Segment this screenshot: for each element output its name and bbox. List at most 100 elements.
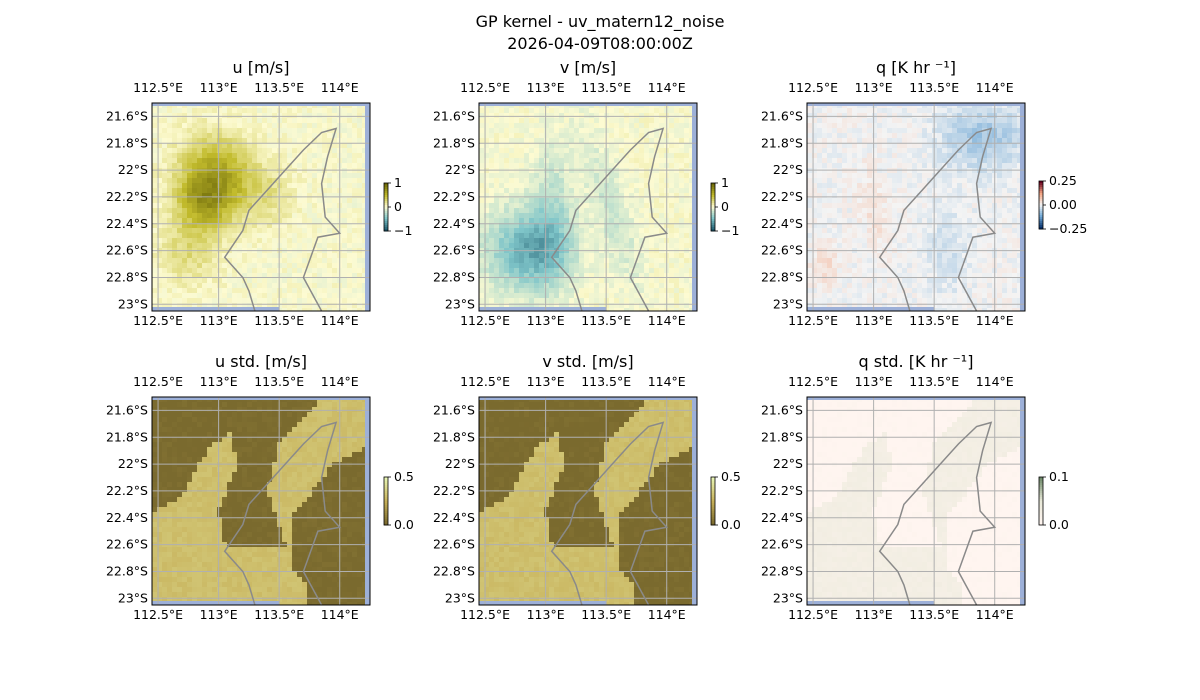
heat-cell: [312, 258, 317, 263]
heat-cell: [227, 158, 232, 163]
heat-cell: [827, 163, 832, 168]
heat-cell: [957, 158, 962, 163]
heat-cell: [237, 153, 242, 158]
heat-cell: [609, 208, 614, 213]
heat-cell: [197, 188, 202, 193]
heat-cell: [362, 128, 367, 133]
heat-cell: [504, 283, 509, 288]
heat-cell: [534, 128, 539, 133]
heat-cell: [649, 198, 654, 203]
heat-cell: [852, 108, 857, 113]
heat-cell: [282, 243, 287, 248]
heat-cell: [684, 178, 689, 183]
heat-cell: [534, 238, 539, 243]
heat-cell: [852, 123, 857, 128]
heat-cell: [524, 158, 529, 163]
heat-cell: [217, 133, 222, 138]
heat-cell: [822, 128, 827, 133]
heat-cell: [544, 178, 549, 183]
heat-cell: [947, 178, 952, 183]
heat-cell: [162, 133, 167, 138]
heat-cell: [609, 123, 614, 128]
heat-cell: [614, 298, 619, 303]
heat-cell: [484, 223, 489, 228]
heat-cell: [887, 163, 892, 168]
heat-cell: [872, 173, 877, 178]
heat-cell: [202, 253, 207, 258]
heat-cell: [237, 253, 242, 258]
heat-cell: [619, 308, 624, 311]
heat-cell: [217, 223, 222, 228]
heat-cell: [192, 143, 197, 148]
heat-cell: [822, 208, 827, 213]
heat-cell: [267, 203, 272, 208]
colorbar-segment: [384, 187, 388, 190]
heat-cell: [639, 163, 644, 168]
heat-cell: [837, 128, 842, 133]
heat-cell: [807, 138, 812, 143]
heat-cell: [187, 208, 192, 213]
heat-cell: [489, 148, 494, 153]
heat-cell: [927, 178, 932, 183]
heat-cell: [937, 128, 942, 133]
heat-cell: [529, 203, 534, 208]
heat-cell: [952, 113, 957, 118]
heat-cell: [494, 128, 499, 133]
heat-cell: [609, 183, 614, 188]
heat-cell: [197, 253, 202, 258]
heat-cell: [634, 163, 639, 168]
heat-cell: [544, 128, 549, 133]
heat-cell: [257, 278, 262, 283]
heat-cell: [584, 148, 589, 153]
heat-cell: [1012, 193, 1017, 198]
heat-cell: [867, 163, 872, 168]
heat-cell: [887, 128, 892, 133]
heat-cell: [549, 138, 554, 143]
x-tick-label-top: 114°E: [648, 80, 686, 95]
heat-cell: [504, 148, 509, 153]
heat-cell: [892, 108, 897, 113]
heat-cell: [892, 123, 897, 128]
heat-cell: [232, 288, 237, 293]
heat-cell: [227, 108, 232, 113]
heat-cell: [1002, 113, 1007, 118]
heat-cell: [529, 258, 534, 263]
heat-cell: [674, 188, 679, 193]
heat-cell: [962, 193, 967, 198]
heat-cell: [302, 198, 307, 203]
heat-cell: [807, 108, 812, 113]
heat-cell: [549, 273, 554, 278]
heat-cell: [247, 238, 252, 243]
heat-cell: [529, 128, 534, 133]
heat-cell: [902, 213, 907, 218]
heat-cell: [684, 163, 689, 168]
heat-cell: [669, 243, 674, 248]
heat-cell: [327, 218, 332, 223]
heat-cell: [317, 268, 322, 273]
heat-cell: [272, 233, 277, 238]
heat-cell: [524, 198, 529, 203]
heat-cell: [312, 118, 317, 123]
heat-cell: [494, 118, 499, 123]
heat-cell: [157, 243, 162, 248]
heat-cell: [892, 203, 897, 208]
heat-cell: [937, 213, 942, 218]
heat-cell: [937, 203, 942, 208]
heat-cell: [872, 183, 877, 188]
heat-cell: [187, 293, 192, 298]
heat-cell: [997, 148, 1002, 153]
heat-cell: [237, 208, 242, 213]
heat-cell: [252, 203, 257, 208]
heat-cell: [852, 153, 857, 158]
heat-cell: [182, 268, 187, 273]
heat-cell: [514, 228, 519, 233]
heat-cell: [494, 268, 499, 273]
heat-cell: [272, 133, 277, 138]
heat-cell: [509, 148, 514, 153]
heat-cell: [957, 148, 962, 153]
heat-cell: [162, 238, 167, 243]
heat-cell: [957, 138, 962, 143]
heat-cell: [187, 163, 192, 168]
heat-cell: [322, 308, 327, 311]
heat-cell: [187, 173, 192, 178]
